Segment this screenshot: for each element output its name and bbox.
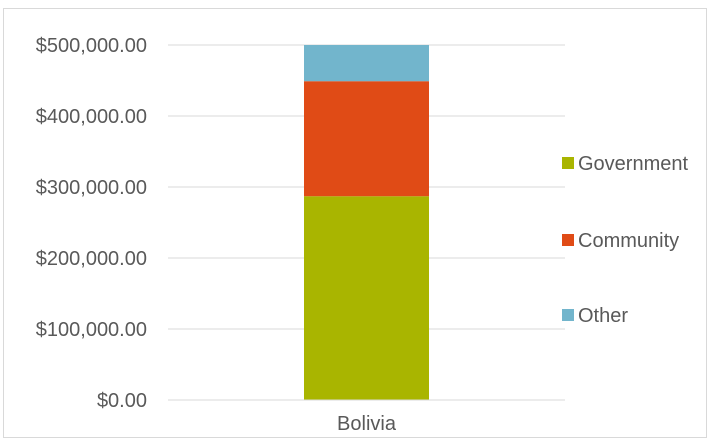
x-category-label: Bolivia xyxy=(337,413,397,435)
legend-label-other: Other xyxy=(578,305,628,327)
x-axis: Bolivia xyxy=(168,399,565,435)
y-tick-label: $400,000.00 xyxy=(36,106,147,128)
legend-swatch-community xyxy=(562,234,574,246)
y-tick-label: $0.00 xyxy=(97,390,147,412)
y-tick-label: $300,000.00 xyxy=(36,177,147,199)
legend-swatch-government xyxy=(562,157,574,169)
bar-segment-other xyxy=(304,45,429,82)
legend-label-community: Community xyxy=(578,230,679,252)
legend-swatch-other xyxy=(562,309,574,321)
y-axis-tick-labels: $0.00 $100,000.00 $200,000.00 $300,000.00 $4… xyxy=(36,35,147,412)
y-tick-label: $200,000.00 xyxy=(36,248,147,270)
legend: Government Community Other xyxy=(562,153,688,327)
y-tick-label: $500,000.00 xyxy=(36,35,147,57)
bar-segment-government xyxy=(304,196,429,400)
y-tick-label: $100,000.00 xyxy=(36,319,147,341)
bar-segment-community xyxy=(304,81,429,197)
legend-label-government: Government xyxy=(578,153,688,175)
bars xyxy=(304,45,429,400)
